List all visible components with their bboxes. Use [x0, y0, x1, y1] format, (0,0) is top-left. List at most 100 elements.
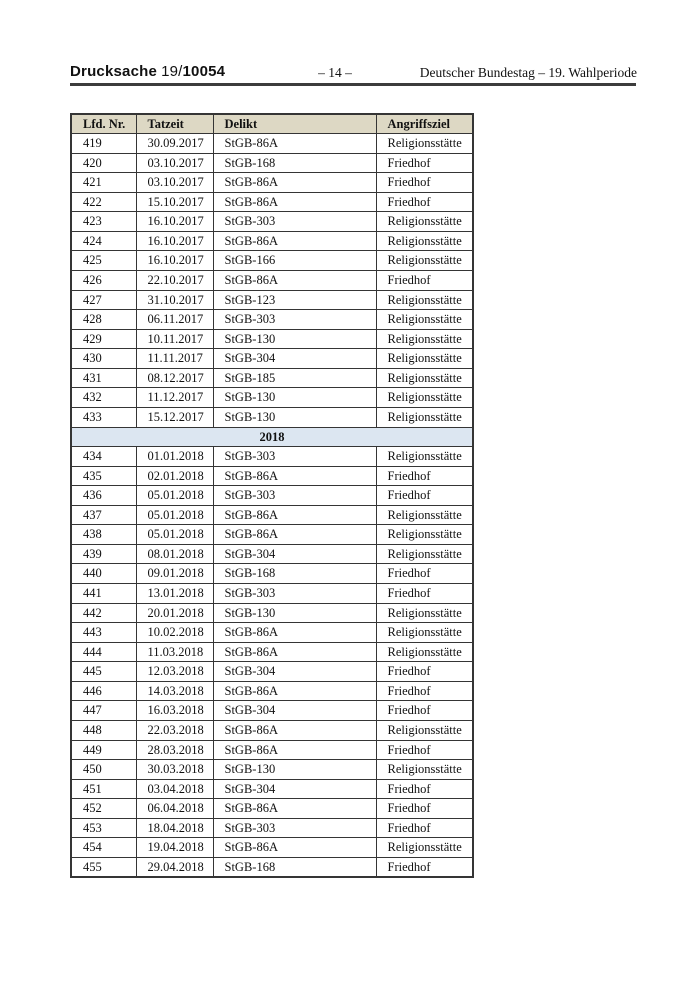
cell-delikt: StGB-86A	[212, 524, 377, 545]
table-row: 455 29.04.2018 StGB-168 Friedhof	[70, 856, 474, 878]
year-divider-row: 2018	[70, 426, 474, 448]
column-header-angriffsziel: Angriffsziel	[375, 113, 474, 135]
cell-angriffsziel: Friedhof	[375, 152, 474, 174]
cell-lfd-nr: 421	[70, 172, 137, 193]
cell-tatzeit: 10.02.2018	[135, 622, 214, 643]
cell-lfd-nr: 438	[70, 524, 137, 545]
cell-angriffsziel: Religionsstätte	[375, 543, 474, 565]
cell-angriffsziel: Friedhof	[375, 485, 474, 506]
cell-lfd-nr: 442	[70, 602, 137, 624]
cell-angriffsziel: Friedhof	[375, 465, 474, 487]
cell-tatzeit: 02.01.2018	[135, 465, 214, 487]
cell-angriffsziel: Religionsstätte	[375, 837, 474, 858]
table-row: 438 05.01.2018 StGB-86A Religionsstätte	[70, 524, 474, 545]
column-header-tatzeit: Tatzeit	[135, 113, 214, 135]
incident-table: Lfd. Nr. Tatzeit Delikt Angriffsziel 419…	[70, 113, 474, 878]
cell-delikt: StGB-86A	[212, 622, 377, 643]
cell-lfd-nr: 448	[70, 719, 137, 741]
table-row: 424 16.10.2017 StGB-86A Religionsstätte	[70, 230, 474, 252]
cell-angriffsziel: Religionsstätte	[375, 387, 474, 408]
cell-tatzeit: 10.11.2017	[135, 328, 214, 350]
cell-lfd-nr: 451	[70, 778, 137, 800]
cell-lfd-nr: 434	[70, 446, 137, 467]
cell-lfd-nr: 420	[70, 152, 137, 174]
cell-lfd-nr: 450	[70, 759, 137, 780]
cell-lfd-nr: 431	[70, 367, 137, 389]
cell-angriffsziel: Religionsstätte	[375, 133, 474, 154]
cell-delikt: StGB-185	[212, 367, 377, 389]
cell-lfd-nr: 453	[70, 817, 137, 839]
cell-lfd-nr: 445	[70, 661, 137, 682]
cell-lfd-nr: 437	[70, 504, 137, 526]
cell-tatzeit: 19.04.2018	[135, 837, 214, 858]
cell-tatzeit: 03.04.2018	[135, 778, 214, 800]
cell-angriffsziel: Friedhof	[375, 778, 474, 800]
cell-tatzeit: 30.09.2017	[135, 133, 214, 154]
cell-tatzeit: 11.03.2018	[135, 641, 214, 663]
cell-lfd-nr: 429	[70, 328, 137, 350]
column-header-delikt: Delikt	[212, 113, 377, 135]
cell-lfd-nr: 455	[70, 856, 137, 878]
cell-delikt: StGB-304	[212, 778, 377, 800]
cell-tatzeit: 28.03.2018	[135, 739, 214, 761]
cell-angriffsziel: Religionsstätte	[375, 759, 474, 780]
cell-lfd-nr: 452	[70, 798, 137, 819]
cell-angriffsziel: Friedhof	[375, 270, 474, 291]
cell-angriffsziel: Friedhof	[375, 739, 474, 761]
cell-delikt: StGB-304	[212, 661, 377, 682]
cell-delikt: StGB-303	[212, 817, 377, 839]
cell-tatzeit: 03.10.2017	[135, 172, 214, 193]
cell-lfd-nr: 443	[70, 622, 137, 643]
table-row: 423 16.10.2017 StGB-303 Religionsstätte	[70, 211, 474, 232]
cell-delikt: StGB-130	[212, 406, 377, 428]
cell-tatzeit: 20.01.2018	[135, 602, 214, 624]
table-row: 444 11.03.2018 StGB-86A Religionsstätte	[70, 641, 474, 663]
cell-delikt: StGB-303	[212, 446, 377, 467]
cell-tatzeit: 06.11.2017	[135, 309, 214, 330]
cell-lfd-nr: 430	[70, 348, 137, 369]
doc-title: Drucksache 19/10054	[70, 63, 225, 80]
cell-delikt: StGB-123	[212, 289, 377, 311]
table-row: 439 08.01.2018 StGB-304 Religionsstätte	[70, 543, 474, 565]
table-row: 449 28.03.2018 StGB-86A Friedhof	[70, 739, 474, 761]
cell-delikt: StGB-168	[212, 856, 377, 878]
cell-angriffsziel: Friedhof	[375, 563, 474, 584]
cell-delikt: StGB-86A	[212, 191, 377, 213]
cell-delikt: StGB-303	[212, 583, 377, 604]
cell-delikt: StGB-168	[212, 563, 377, 584]
table-row: 433 15.12.2017 StGB-130 Religionsstätte	[70, 406, 474, 428]
cell-tatzeit: 05.01.2018	[135, 504, 214, 526]
column-header-row: Lfd. Nr. Tatzeit Delikt Angriffsziel	[70, 113, 474, 135]
table-row: 421 03.10.2017 StGB-86A Friedhof	[70, 172, 474, 193]
year-label: 2018	[70, 426, 474, 448]
cell-lfd-nr: 444	[70, 641, 137, 663]
table-row: 451 03.04.2018 StGB-304 Friedhof	[70, 778, 474, 800]
table-row: 422 15.10.2017 StGB-86A Friedhof	[70, 191, 474, 213]
cell-tatzeit: 09.01.2018	[135, 563, 214, 584]
cell-tatzeit: 11.12.2017	[135, 387, 214, 408]
cell-lfd-nr: 427	[70, 289, 137, 311]
table-row: 436 05.01.2018 StGB-303 Friedhof	[70, 485, 474, 506]
cell-angriffsziel: Friedhof	[375, 680, 474, 702]
cell-angriffsziel: Religionsstätte	[375, 211, 474, 232]
cell-tatzeit: 15.12.2017	[135, 406, 214, 428]
cell-delikt: StGB-86A	[212, 504, 377, 526]
cell-angriffsziel: Religionsstätte	[375, 446, 474, 467]
cell-tatzeit: 05.01.2018	[135, 485, 214, 506]
cell-tatzeit: 31.10.2017	[135, 289, 214, 311]
cell-lfd-nr: 436	[70, 485, 137, 506]
table-row: 425 16.10.2017 StGB-166 Religionsstätte	[70, 250, 474, 271]
table-row: 437 05.01.2018 StGB-86A Religionsstätte	[70, 504, 474, 526]
cell-tatzeit: 16.03.2018	[135, 700, 214, 721]
cell-delikt: StGB-130	[212, 759, 377, 780]
cell-delikt: StGB-86A	[212, 465, 377, 487]
cell-tatzeit: 08.01.2018	[135, 543, 214, 565]
cell-lfd-nr: 454	[70, 837, 137, 858]
cell-delikt: StGB-304	[212, 700, 377, 721]
column-header-lfd-nr: Lfd. Nr.	[70, 113, 137, 135]
cell-angriffsziel: Religionsstätte	[375, 641, 474, 663]
cell-tatzeit: 15.10.2017	[135, 191, 214, 213]
cell-delikt: StGB-130	[212, 602, 377, 624]
table-row: 432 11.12.2017 StGB-130 Religionsstätte	[70, 387, 474, 408]
incident-table-body: 419 30.09.2017 StGB-86A Religionsstätte 420 0…	[70, 133, 474, 878]
